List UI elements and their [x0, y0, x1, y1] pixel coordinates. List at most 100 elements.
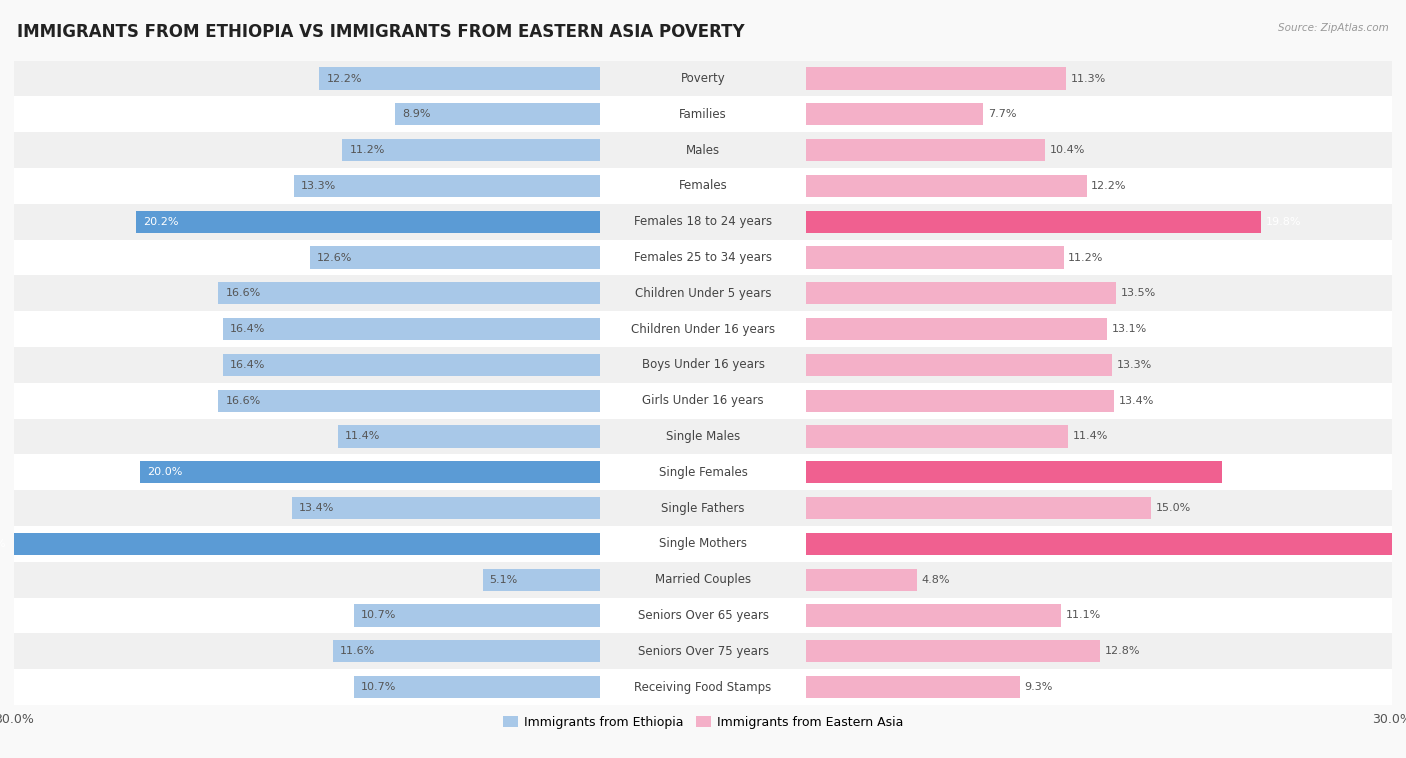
Bar — [807, 604, 1062, 627]
Text: 13.3%: 13.3% — [1116, 360, 1152, 370]
Text: Single Fathers: Single Fathers — [661, 502, 745, 515]
Bar — [14, 61, 1392, 96]
Bar — [807, 175, 1087, 197]
Text: Seniors Over 65 years: Seniors Over 65 years — [637, 609, 769, 622]
Bar — [14, 132, 1392, 168]
Bar — [14, 490, 1392, 526]
Bar — [807, 568, 917, 590]
Text: Females: Females — [679, 180, 727, 193]
Bar — [14, 418, 1392, 454]
Text: Children Under 5 years: Children Under 5 years — [634, 287, 772, 300]
Text: 11.4%: 11.4% — [1073, 431, 1108, 441]
Text: 19.8%: 19.8% — [1265, 217, 1301, 227]
Bar — [14, 347, 1392, 383]
Text: 12.6%: 12.6% — [318, 252, 353, 262]
Text: Females 25 to 34 years: Females 25 to 34 years — [634, 251, 772, 264]
Text: 27.7%: 27.7% — [0, 539, 6, 549]
Bar — [395, 103, 599, 125]
Bar — [224, 318, 599, 340]
Text: 10.7%: 10.7% — [361, 682, 396, 692]
Bar — [807, 425, 1069, 447]
Bar — [807, 211, 1261, 233]
Text: Receiving Food Stamps: Receiving Food Stamps — [634, 681, 772, 694]
Text: 11.3%: 11.3% — [1070, 74, 1105, 83]
Bar — [337, 425, 599, 447]
Legend: Immigrants from Ethiopia, Immigrants from Eastern Asia: Immigrants from Ethiopia, Immigrants fro… — [498, 711, 908, 735]
Bar — [807, 390, 1114, 412]
Text: 11.2%: 11.2% — [349, 145, 385, 155]
Text: 11.6%: 11.6% — [340, 647, 375, 656]
Text: 20.0%: 20.0% — [148, 467, 183, 478]
Text: 12.2%: 12.2% — [1091, 181, 1126, 191]
Bar — [14, 562, 1392, 597]
Bar — [14, 240, 1392, 275]
Bar — [807, 318, 1107, 340]
Text: 7.7%: 7.7% — [988, 109, 1017, 119]
Text: 13.3%: 13.3% — [301, 181, 336, 191]
Text: 18.1%: 18.1% — [1226, 467, 1263, 478]
Bar — [218, 390, 599, 412]
Text: IMMIGRANTS FROM ETHIOPIA VS IMMIGRANTS FROM EASTERN ASIA POVERTY: IMMIGRANTS FROM ETHIOPIA VS IMMIGRANTS F… — [17, 23, 745, 41]
Bar — [141, 461, 599, 484]
Bar — [807, 497, 1152, 519]
Text: Single Mothers: Single Mothers — [659, 537, 747, 550]
Text: 12.8%: 12.8% — [1105, 647, 1140, 656]
Bar — [354, 604, 599, 627]
Bar — [354, 676, 599, 698]
Text: 9.3%: 9.3% — [1025, 682, 1053, 692]
Text: 13.5%: 13.5% — [1121, 288, 1156, 299]
Text: 10.4%: 10.4% — [1050, 145, 1085, 155]
Bar — [482, 568, 599, 590]
Bar — [294, 175, 599, 197]
Text: 15.0%: 15.0% — [1156, 503, 1191, 513]
Text: Girls Under 16 years: Girls Under 16 years — [643, 394, 763, 407]
Text: 13.4%: 13.4% — [1119, 396, 1154, 406]
Text: Males: Males — [686, 143, 720, 157]
Text: 16.6%: 16.6% — [225, 396, 260, 406]
Text: 11.1%: 11.1% — [1066, 610, 1101, 621]
Bar — [807, 67, 1066, 89]
Bar — [807, 641, 1101, 662]
Bar — [807, 461, 1222, 484]
Bar — [807, 676, 1019, 698]
Text: Children Under 16 years: Children Under 16 years — [631, 323, 775, 336]
Text: Married Couples: Married Couples — [655, 573, 751, 586]
Text: 10.7%: 10.7% — [361, 610, 396, 621]
Bar — [311, 246, 599, 268]
Bar — [14, 96, 1392, 132]
Bar — [14, 634, 1392, 669]
Bar — [14, 312, 1392, 347]
Bar — [807, 282, 1116, 305]
Text: Boys Under 16 years: Boys Under 16 years — [641, 359, 765, 371]
Text: Seniors Over 75 years: Seniors Over 75 years — [637, 645, 769, 658]
Bar — [14, 275, 1392, 312]
Text: Poverty: Poverty — [681, 72, 725, 85]
Bar — [343, 139, 599, 161]
Bar — [14, 597, 1392, 634]
Bar — [14, 454, 1392, 490]
Bar — [807, 103, 983, 125]
Text: Females 18 to 24 years: Females 18 to 24 years — [634, 215, 772, 228]
Bar — [14, 669, 1392, 705]
Bar — [14, 204, 1392, 240]
Bar — [224, 354, 599, 376]
Text: 16.4%: 16.4% — [231, 324, 266, 334]
Text: 13.4%: 13.4% — [299, 503, 335, 513]
Bar — [136, 211, 599, 233]
Bar — [218, 282, 599, 305]
Text: Single Females: Single Females — [658, 465, 748, 479]
Text: 11.2%: 11.2% — [1069, 252, 1104, 262]
Bar — [0, 533, 599, 555]
Bar — [807, 139, 1045, 161]
Bar — [292, 497, 600, 519]
Bar — [14, 168, 1392, 204]
Text: Source: ZipAtlas.com: Source: ZipAtlas.com — [1278, 23, 1389, 33]
Bar — [14, 383, 1392, 418]
Text: 13.1%: 13.1% — [1112, 324, 1147, 334]
Text: 12.2%: 12.2% — [326, 74, 361, 83]
Text: 5.1%: 5.1% — [489, 575, 517, 584]
Bar — [333, 641, 599, 662]
Text: 4.8%: 4.8% — [921, 575, 949, 584]
Bar — [319, 67, 599, 89]
Text: 16.4%: 16.4% — [231, 360, 266, 370]
